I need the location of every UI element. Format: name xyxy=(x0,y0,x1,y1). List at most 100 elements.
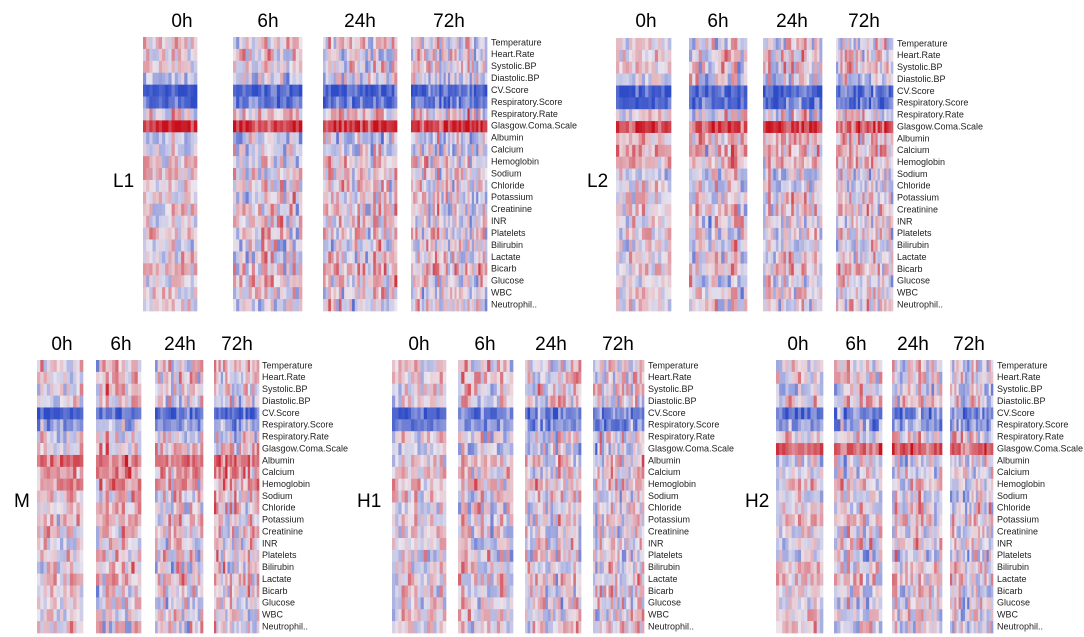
heatmap-cell xyxy=(882,38,885,51)
heatmap-cell xyxy=(439,251,442,264)
heatmap-cell xyxy=(775,144,779,158)
heatmap-cell xyxy=(811,144,815,158)
heatmap-cell xyxy=(37,407,41,420)
heatmap-cell xyxy=(801,299,805,312)
heatmap-cell xyxy=(816,263,820,276)
heatmap-cell xyxy=(286,144,290,157)
heatmap-cell xyxy=(471,72,475,85)
heatmap-cell xyxy=(270,275,275,288)
heatmap-cell xyxy=(838,97,841,110)
heatmap-cell xyxy=(131,478,135,491)
heatmap-cell xyxy=(254,287,259,300)
heatmap-cell xyxy=(801,97,805,110)
heatmap-cell xyxy=(768,204,772,217)
heatmap-cell xyxy=(417,215,421,228)
heatmap-cell xyxy=(467,251,470,264)
heatmap-cell xyxy=(124,561,129,574)
heatmap-cell xyxy=(842,192,846,205)
heatmap-cell xyxy=(632,192,636,205)
heatmap-cell xyxy=(391,263,395,276)
heatmap-cell xyxy=(473,132,477,145)
heatmap-cell xyxy=(391,60,395,74)
heatmap-cell xyxy=(134,383,139,396)
heatmap-cell xyxy=(667,180,672,193)
heatmap-cell xyxy=(258,96,262,109)
heatmap-cell xyxy=(819,275,823,288)
heatmap-cell xyxy=(193,168,198,181)
heatmap-cell xyxy=(267,37,271,50)
heatmap-cell xyxy=(426,215,429,228)
heatmap-cell xyxy=(641,216,646,229)
heatmap-cell xyxy=(628,227,633,241)
heatmap-cell xyxy=(96,443,100,456)
heatmap-cell xyxy=(844,251,848,264)
heatmap-cell xyxy=(344,251,348,264)
heatmap-cell xyxy=(836,144,839,158)
heatmap-cell xyxy=(289,168,293,181)
heatmap-cell xyxy=(375,96,379,109)
heatmap-cell xyxy=(873,121,876,134)
heatmap-cell xyxy=(367,275,371,288)
heatmap-cell xyxy=(323,239,326,252)
heatmap-cell xyxy=(349,299,353,312)
heatmap-cell xyxy=(844,239,848,252)
heatmap-cell xyxy=(411,96,414,109)
heatmap-cell xyxy=(836,97,839,110)
heatmap-cell xyxy=(473,179,477,193)
heatmap-cell xyxy=(233,156,237,169)
heatmap-cell xyxy=(428,191,431,205)
heatmap-cell xyxy=(714,180,719,193)
heatmap-cell xyxy=(336,156,340,169)
heatmap-cell xyxy=(298,132,303,145)
heatmap-cell xyxy=(338,108,342,121)
heatmap-cell xyxy=(445,215,449,228)
heatmap-cell xyxy=(165,120,169,133)
heatmap-cell xyxy=(365,227,369,240)
heatmap-cell xyxy=(788,299,792,312)
heatmap-cell xyxy=(187,275,191,288)
heatmap-cell xyxy=(413,72,416,85)
heatmap-cell xyxy=(447,84,451,97)
heatmap-cell xyxy=(853,216,857,229)
heatmap-cell xyxy=(886,38,889,51)
heatmap-cell xyxy=(121,538,126,551)
heatmap-cell xyxy=(718,61,722,74)
heatmap-cell xyxy=(292,263,297,276)
heatmap-cell xyxy=(341,299,345,312)
heatmap-cell xyxy=(261,144,265,157)
heatmap-cell xyxy=(375,72,379,85)
heatmap-cell xyxy=(456,144,460,157)
heatmap-cell xyxy=(801,192,805,205)
heatmap-cell xyxy=(432,168,436,181)
heatmap-cell xyxy=(791,227,795,241)
heatmap-cell xyxy=(661,168,665,181)
heatmap-cell xyxy=(134,609,139,622)
heatmap-cell xyxy=(373,96,377,109)
heatmap-cell xyxy=(701,251,706,264)
heatmap-cell xyxy=(367,120,371,133)
heatmap-cell xyxy=(386,203,390,217)
heatmap-cell xyxy=(99,383,103,396)
heatmap-cell xyxy=(793,156,797,169)
heatmap-cell xyxy=(341,72,345,85)
heatmap-cell xyxy=(727,251,732,264)
heatmap-cell xyxy=(765,299,769,312)
heatmap-cell xyxy=(768,38,772,51)
heatmap-cell xyxy=(622,121,627,134)
heatmap-cell xyxy=(721,38,725,51)
heatmap-cell xyxy=(63,490,67,503)
heatmap-cell xyxy=(280,48,284,62)
heatmap-cell xyxy=(171,84,176,97)
heatmap-cell xyxy=(705,73,709,86)
heatmap-cell xyxy=(325,132,329,145)
heatmap-cell xyxy=(871,192,874,205)
heatmap-cell xyxy=(99,597,103,610)
heatmap-cell xyxy=(258,251,262,264)
heatmap-cell xyxy=(162,84,166,97)
heatmap-cell xyxy=(273,60,278,74)
heatmap-cell xyxy=(857,73,861,86)
heatmap-cell xyxy=(362,203,366,217)
heatmap-cell xyxy=(367,251,371,264)
heatmap-cell xyxy=(708,85,712,98)
heatmap-cell xyxy=(708,180,712,193)
